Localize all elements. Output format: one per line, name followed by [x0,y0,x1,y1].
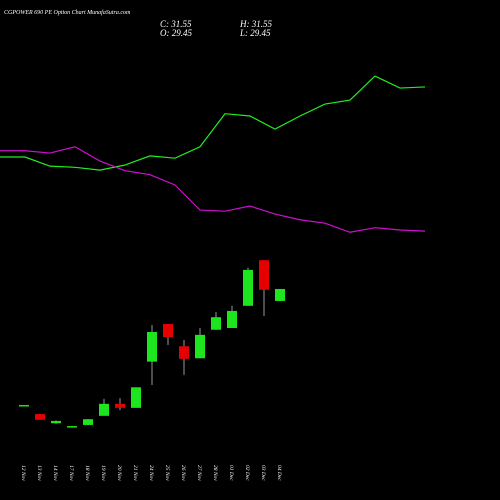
candle-body [179,346,189,359]
candle-body [195,334,205,359]
candle-body [67,426,77,428]
candle-body [83,419,93,425]
x-tick-label: 24 Nov [148,465,155,481]
x-tick-label: 28 Nov [212,465,218,481]
x-tick-label: 20 Nov [116,465,122,481]
x-tick-label: 19 Nov [100,465,106,481]
candle-body [147,332,157,362]
x-tick-label: 18 Nov [84,465,90,481]
chart-title: CGPOWER 690 PE Option Chart MunafaSutra.… [4,9,131,16]
open-label: O: 29.45 [160,28,192,38]
candle-body [51,420,61,424]
candle-body [227,310,237,329]
x-tick-label: 26 Nov [180,465,186,481]
x-tick-label: 21 Nov [132,465,138,481]
candle-body [131,387,141,408]
candle-body [35,414,45,420]
candle-body [163,324,173,338]
candle-body [99,403,109,416]
close-label: C: 31.55 [160,19,192,29]
indicator-line [0,146,426,233]
x-tick-label: 03 Dec [260,465,266,481]
candle-body [19,404,29,407]
x-tick-label: 14 Nov [52,465,59,481]
candle-body [275,288,285,301]
x-tick-label: 02 Dec [244,465,250,481]
x-tick-label: 04 Dec [276,465,283,481]
indicator-line [0,75,426,171]
x-tick-label: 12 Nov [20,465,26,481]
high-label: H: 31.55 [239,19,272,29]
x-tick-label: 01 Dec [228,465,234,481]
candle-body [115,403,125,408]
candle-body [259,260,269,290]
low-label: L: 29.45 [239,28,271,38]
x-tick-label: 17 Nov [68,465,74,481]
candle-body [211,317,221,330]
x-tick-label: 25 Nov [164,465,170,481]
candle-body [243,269,253,306]
x-tick-label: 13 Nov [36,465,42,481]
x-tick-label: 27 Nov [196,465,202,481]
